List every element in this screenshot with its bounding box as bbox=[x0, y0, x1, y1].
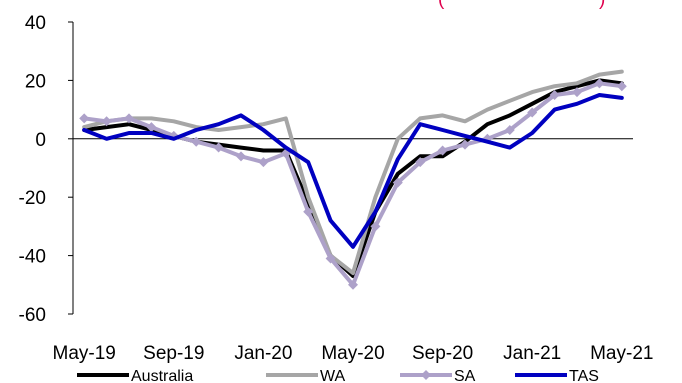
data-point-sa bbox=[527, 107, 538, 118]
data-point-sa bbox=[594, 78, 605, 89]
series-lines bbox=[79, 69, 627, 290]
data-point-sa bbox=[79, 113, 90, 124]
data-point-sa bbox=[101, 116, 112, 127]
data-point-sa bbox=[258, 157, 269, 168]
x-tick-label: Jan-20 bbox=[234, 343, 292, 364]
data-point-sa bbox=[370, 221, 381, 232]
data-point-sa bbox=[504, 125, 515, 136]
x-tick-label: May-21 bbox=[590, 343, 653, 364]
x-axis-tick-labels: May-19 Sep-19 Jan-20 May-20 Sep-20 Jan-21 May-… bbox=[53, 343, 654, 364]
data-point-sa bbox=[572, 87, 582, 98]
legend-label-sa: SA bbox=[454, 368, 476, 383]
data-point-sa bbox=[415, 157, 426, 168]
series-line-sa bbox=[82, 81, 624, 287]
data-point-sa bbox=[348, 279, 358, 290]
data-point-sa bbox=[616, 81, 627, 92]
series-line-wa bbox=[82, 69, 624, 276]
data-point-sa bbox=[303, 206, 314, 217]
data-point-sa bbox=[325, 253, 336, 264]
y-tick-label: -20 bbox=[19, 188, 46, 209]
y-tick-label: 40 bbox=[25, 13, 46, 34]
y-axis-tick-labels: 40 20 0 -20 -40 -60 bbox=[19, 13, 46, 326]
legend-label-wa: WA bbox=[320, 368, 346, 383]
x-tick-label: May-19 bbox=[53, 343, 116, 364]
y-tick-label: -40 bbox=[19, 247, 46, 268]
legend: Australia WA SA TAS bbox=[77, 368, 599, 383]
y-tick-label: 0 bbox=[35, 130, 46, 151]
chart-annotation-close: ) bbox=[599, 0, 605, 10]
x-tick-label: Jan-21 bbox=[503, 343, 561, 364]
data-point-sa bbox=[124, 113, 134, 124]
data-point-sa bbox=[549, 90, 560, 100]
data-point-sa bbox=[146, 122, 157, 133]
x-tick-label: Sep-20 bbox=[412, 343, 473, 364]
data-point-sa bbox=[392, 177, 403, 188]
data-point-sa bbox=[213, 142, 224, 153]
x-tick-label: May-20 bbox=[321, 343, 384, 364]
data-point-sa bbox=[460, 139, 470, 150]
legend-label-australia: Australia bbox=[131, 368, 193, 383]
series-line-tas bbox=[82, 93, 624, 249]
data-point-sa bbox=[236, 151, 246, 162]
y-tick-label: -60 bbox=[19, 305, 46, 326]
x-tick-label: Sep-19 bbox=[143, 343, 204, 364]
data-point-sa bbox=[437, 145, 448, 156]
chart-annotation-open: ( bbox=[438, 0, 445, 10]
data-point-sa bbox=[191, 136, 202, 147]
legend-marker-sa bbox=[421, 370, 431, 380]
y-tick-label: 20 bbox=[25, 71, 46, 92]
legend-label-tas: TAS bbox=[569, 368, 599, 383]
